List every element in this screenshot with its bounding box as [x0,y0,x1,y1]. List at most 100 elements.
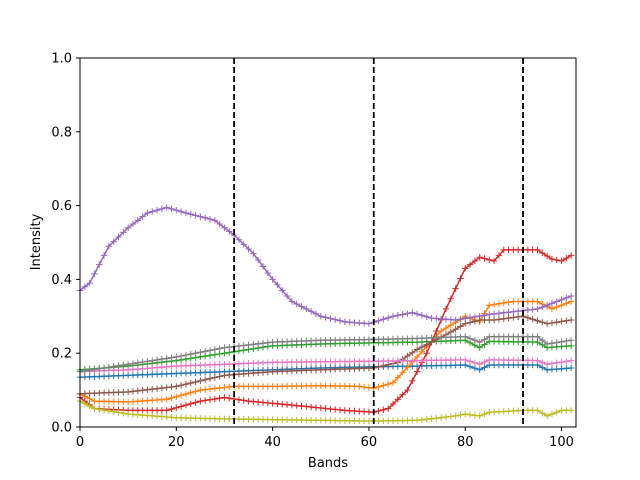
x-tick-label: 80 [457,435,474,450]
data-point-marker [211,217,219,224]
y-tick-label: 0.6 [51,199,72,214]
x-tick-label: 0 [76,435,84,450]
data-point-marker [197,349,204,356]
data-point-marker [211,346,219,353]
data-point-marker [534,305,541,313]
data-point-marker [457,275,464,282]
data-point-marker [100,252,108,259]
data-point-marker [567,316,575,324]
data-point-marker [486,256,493,263]
data-point-marker [457,323,464,330]
data-point-marker [288,298,296,305]
data-point-marker [409,377,416,385]
data-point-marker [539,319,546,326]
data-point-marker [129,360,137,367]
x-axis-ticks: 0 20 40 60 80 100 [76,427,574,450]
data-point-marker [192,388,199,395]
data-point-marker [389,313,397,320]
data-point-marker [182,380,190,388]
data-point-marker [322,314,329,321]
data-point-marker [404,310,411,317]
data-point-marker [216,345,223,352]
data-point-marker [105,242,113,250]
band-separators [233,58,524,427]
data-point-marker [466,335,474,342]
data-point-marker [500,299,507,307]
data-point-marker [553,319,560,326]
data-point-marker [404,364,411,371]
data-point-marker [409,309,416,316]
data-point-marker [158,384,166,392]
data-point-marker [206,375,214,382]
data-point-marker [197,377,204,385]
series-5 [76,204,575,327]
data-point-marker [86,402,93,410]
plot-frame [79,57,577,428]
data-point-marker [548,305,556,313]
data-point-marker [91,270,98,278]
data-point-marker [168,354,175,361]
data-point-marker [134,387,141,395]
data-point-marker [115,233,122,241]
data-point-marker [563,337,570,345]
data-point-marker [187,211,194,218]
data-point-marker [495,316,503,323]
data-point-marker [558,302,565,309]
data-point-marker [524,306,532,314]
data-point-marker [182,401,190,409]
data-point-marker [539,249,546,257]
data-point-marker [279,287,286,294]
data-point-marker [413,368,421,375]
data-point-marker [144,386,151,393]
data-point-marker [548,300,556,307]
data-point-marker [481,410,488,418]
data-point-marker [187,389,194,396]
data-point-marker [158,355,166,363]
data-point-marker [206,215,214,223]
data-point-marker [466,411,474,418]
data-point-marker [553,339,560,346]
data-point-marker [96,365,103,372]
data-point-marker [124,361,132,368]
data-point-marker [177,208,185,215]
data-point-marker [332,316,339,323]
data-point-marker [505,314,512,322]
data-point-marker [471,257,479,265]
data-point-marker [283,292,291,300]
data-point-marker [168,394,175,402]
data-point-marker [553,256,560,264]
data-point-marker [534,298,541,305]
data-point-marker [163,204,170,211]
data-point-marker [365,320,373,327]
data-point-marker [221,394,228,401]
data-point-marker [100,406,108,414]
data-point-marker [139,387,146,394]
data-point-marker [259,340,267,347]
data-point-marker [534,333,541,340]
data-point-marker [360,383,368,391]
data-point-marker [384,380,392,388]
data-point-marker [553,298,560,305]
data-point-marker [418,312,426,319]
data-point-marker [548,360,556,367]
data-point-marker [250,250,257,257]
data-point-marker [423,313,430,320]
data-point-marker [192,212,199,219]
data-point-marker [182,209,190,217]
data-point-marker [476,338,483,346]
data-point-marker [153,207,161,214]
data-point-marker [399,391,406,398]
data-point-marker [534,357,541,364]
data-point-marker [413,417,421,424]
data-point-marker [452,326,459,333]
data-point-marker [177,403,185,410]
data-point-marker [418,343,426,351]
data-point-marker [139,213,146,220]
data-point-marker [548,255,556,263]
data-point-marker [365,384,373,391]
y-tick-label: 0.8 [51,125,72,140]
data-point-marker [86,366,93,374]
chart-marks [76,204,575,425]
data-point-marker [495,300,503,307]
data-point-marker [486,311,493,318]
